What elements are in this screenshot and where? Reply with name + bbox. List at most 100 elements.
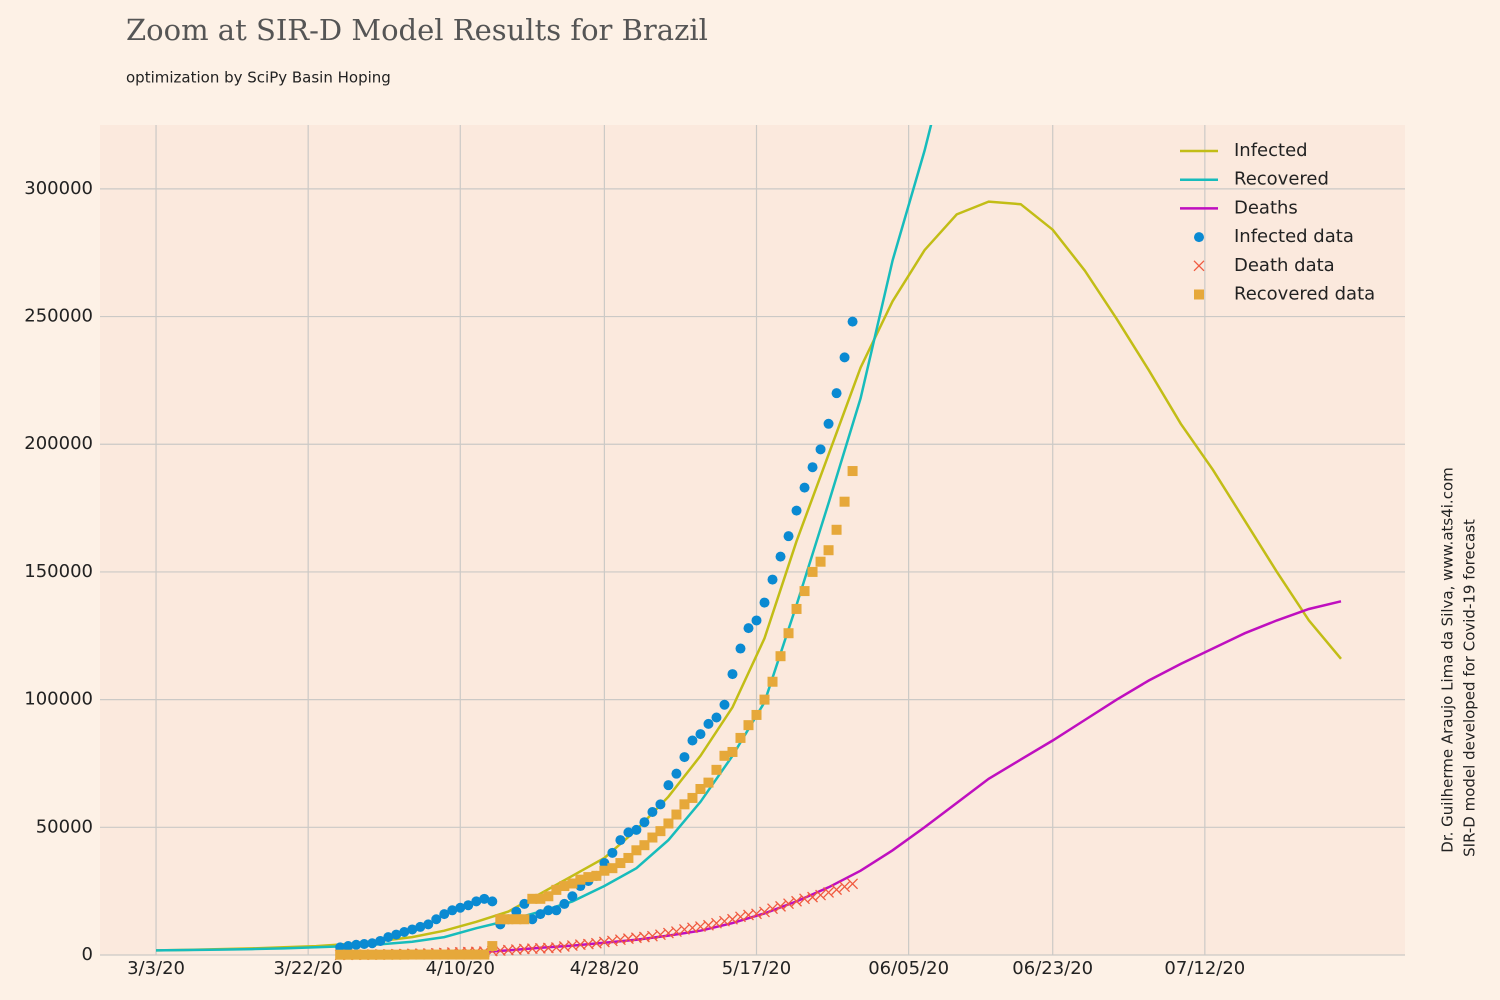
data-point [527,893,538,904]
data-point [471,896,482,907]
data-point [415,949,426,960]
data-point [791,505,802,516]
data-point [375,949,386,960]
data-point [831,524,842,535]
data-point [807,462,818,473]
data-point [383,949,394,960]
x-tick-label: 4/28/20 [570,958,639,979]
data-point [631,845,642,856]
data-point [431,914,442,925]
side-note: SIR-D model developed for Covid-19 forec… [1461,519,1479,857]
data-point [839,496,850,507]
data-point [767,903,778,915]
data-point [519,898,530,909]
data-point [791,603,802,614]
data-point [607,863,618,874]
data-point [727,913,738,925]
legend-label: Infected [1234,140,1308,161]
legend-label: Death data [1234,255,1335,276]
data-point [343,941,354,952]
x-tick-label: 5/17/20 [722,958,791,979]
y-tick-label: 100000 [24,689,93,710]
data-point [671,809,682,820]
legend-swatch [1194,232,1204,243]
data-point [727,746,738,757]
data-point [703,718,714,729]
data-point [823,418,834,429]
data-point [599,858,610,869]
legend-swatch [1194,289,1204,300]
data-point [399,927,410,938]
data-point [839,352,850,363]
data-point [543,905,554,916]
data-point [623,852,634,863]
data-point [719,699,730,710]
y-tick-label: 150000 [24,561,93,582]
data-point [663,780,674,791]
data-point [526,943,538,955]
data-point [703,777,714,788]
data-point [359,949,370,960]
data-point [447,949,458,960]
data-point [759,694,770,705]
data-point [479,949,490,960]
data-point [551,884,562,895]
data-point [495,914,506,925]
legend-swatch [1193,260,1205,272]
data-point [751,615,762,626]
data-point [407,949,418,960]
data-point [759,906,770,918]
data-point [567,878,578,889]
data-point [534,942,546,954]
legend-label: Recovered data [1234,284,1375,305]
data-point [383,932,394,943]
data-point [335,949,346,960]
data-point [831,388,842,399]
data-point [407,924,418,935]
data-point [775,551,786,562]
data-point [455,949,466,960]
data-point [487,941,498,952]
data-point [847,466,858,477]
data-point [783,531,794,542]
data-point [743,720,754,731]
data-point [655,826,666,837]
x-tick-label: 06/05/20 [868,958,949,979]
data-point [670,926,682,937]
data-point [343,949,354,960]
data-point [767,574,778,585]
data-point [415,921,426,932]
data-point [695,784,706,794]
data-point [439,949,450,960]
data-point [671,768,682,779]
data-point [559,881,570,892]
data-point [607,847,618,858]
data-point [615,858,626,869]
data-point [535,893,546,904]
legend-label: Recovered [1234,169,1329,190]
data-point [743,623,754,634]
data-point [839,881,851,893]
y-tick-label: 200000 [24,433,93,454]
data-point [751,709,762,720]
data-point [439,909,450,920]
markers [334,316,859,961]
data-point [551,905,562,916]
data-point [711,764,722,775]
data-point [783,628,794,639]
x-tick-label: 07/12/20 [1164,958,1245,979]
data-point [455,902,466,913]
data-point [463,900,474,911]
data-point [351,949,362,960]
data-point [487,896,498,907]
data-point [815,444,826,455]
data-point [687,792,698,803]
data-point [735,643,746,654]
data-point [783,898,794,910]
data-point [767,676,778,687]
y-tick-label: 300000 [24,178,93,199]
data-point [639,817,650,828]
data-point [655,799,666,810]
data-point [463,949,474,960]
data-point [679,752,690,763]
